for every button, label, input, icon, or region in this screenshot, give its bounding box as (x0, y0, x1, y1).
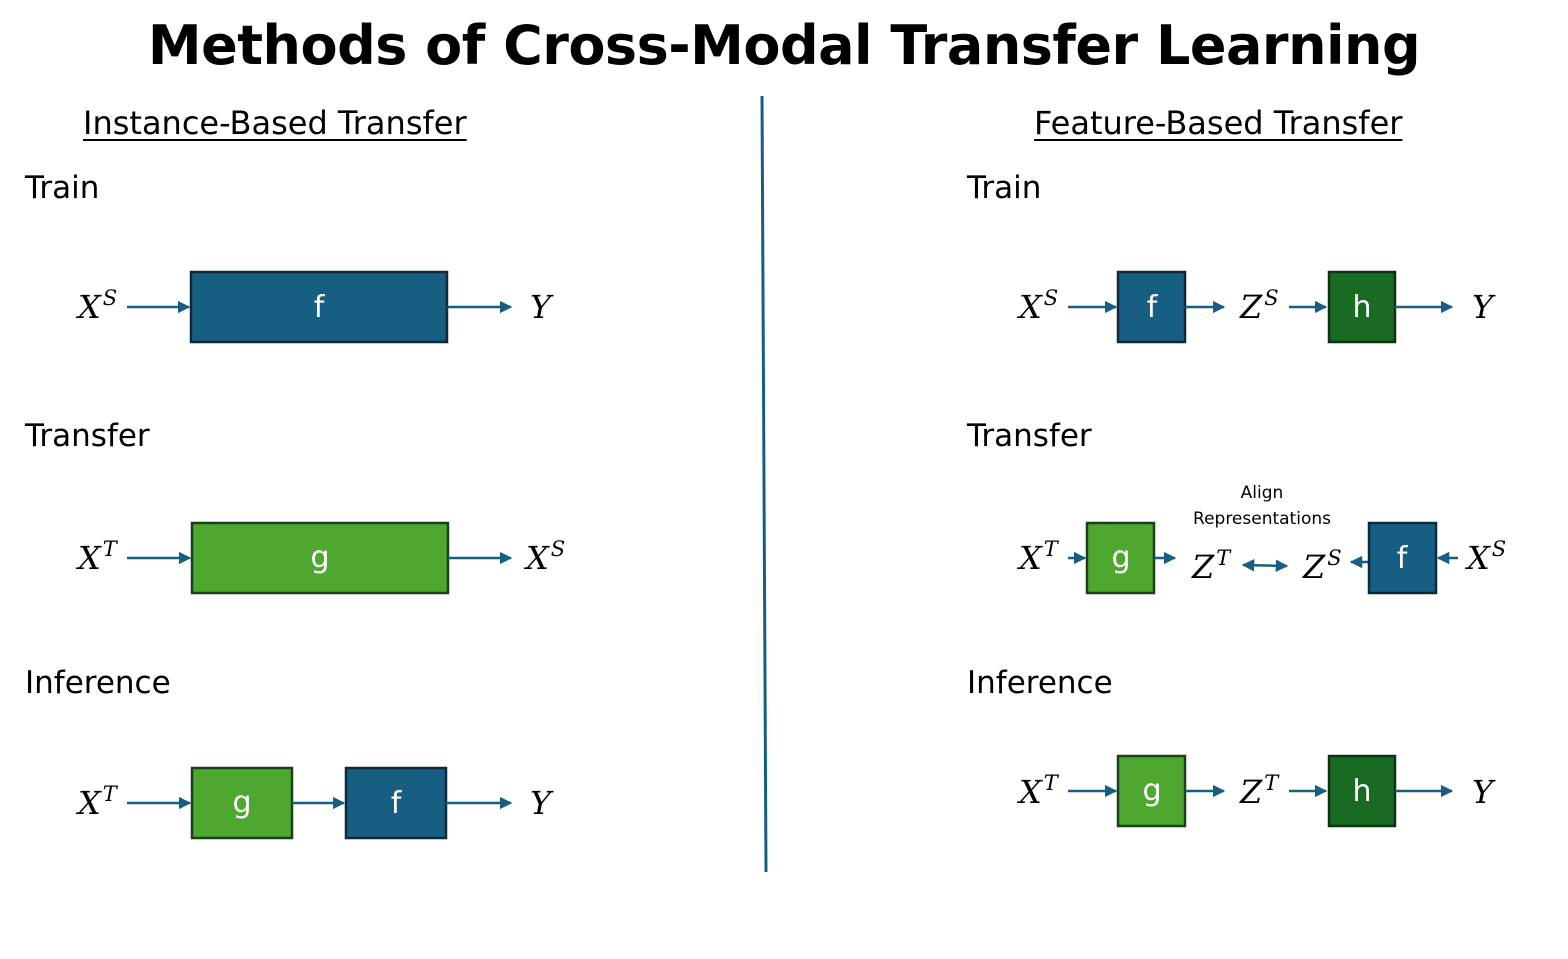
right-inference-block-h-label: h (1352, 774, 1371, 809)
left-inference-block-g (190, 766, 294, 840)
right-transfer-left-input: XT (1016, 537, 1060, 577)
left-train-label: Train (25, 170, 100, 206)
right-train-label: Train (967, 170, 1042, 206)
left-transfer-output: XS (523, 537, 565, 577)
right-inference-label: Inference (967, 665, 1113, 701)
left-train-output: Y (530, 288, 554, 326)
right-transfer-block-g (1085, 521, 1156, 595)
left-inference-block-f-label: f (391, 786, 403, 821)
left-inference-input: XT (75, 782, 119, 822)
right-train-block-f (1116, 270, 1187, 344)
align-double-arrow (1241, 559, 1289, 572)
left-transfer-block-g-label: g (310, 540, 329, 575)
right-train-input: XS (1016, 286, 1058, 326)
right-train-block-h-label: h (1352, 290, 1371, 325)
left-train-input: XS (75, 286, 117, 326)
right-transfer-right-z: ZS (1302, 546, 1342, 586)
align-note-line2: Representations (1193, 509, 1331, 529)
align-note-line1: Align (1241, 483, 1284, 503)
right-inference-z: ZT (1239, 771, 1280, 811)
section-divider (760, 95, 768, 873)
instance-based-heading: Instance-Based Transfer (83, 104, 467, 142)
left-transfer-input: XT (75, 537, 119, 577)
left-inference-block-g-label: g (232, 785, 251, 820)
left-train-block-f (189, 270, 449, 344)
right-inference-block-g (1116, 754, 1187, 828)
right-inference-input: XT (1016, 771, 1060, 811)
right-train-block-f-label: f (1147, 290, 1159, 325)
right-transfer-right-input: XS (1464, 537, 1506, 577)
right-inference-block-g-label: g (1142, 773, 1161, 808)
left-inference-label: Inference (25, 665, 171, 701)
right-train-block-h (1327, 270, 1397, 344)
right-transfer-block-g-label: g (1111, 540, 1130, 575)
left-transfer-label: Transfer (25, 418, 150, 454)
right-transfer-block-f (1367, 521, 1438, 595)
right-inference-output: Y (1472, 773, 1496, 811)
page-title: Methods of Cross-Modal Transfer Learning (147, 14, 1421, 77)
right-transfer-block-f-label: f (1397, 541, 1409, 576)
right-transfer-left-z: ZT (1191, 546, 1232, 586)
feature-based-heading: Feature-Based Transfer (1034, 104, 1403, 142)
right-train-output: Y (1472, 288, 1496, 326)
left-inference-output: Y (530, 784, 554, 822)
left-train-block-f-label: f (314, 290, 326, 325)
right-train-z: ZS (1239, 286, 1279, 326)
right-transfer-label: Transfer (967, 418, 1092, 454)
